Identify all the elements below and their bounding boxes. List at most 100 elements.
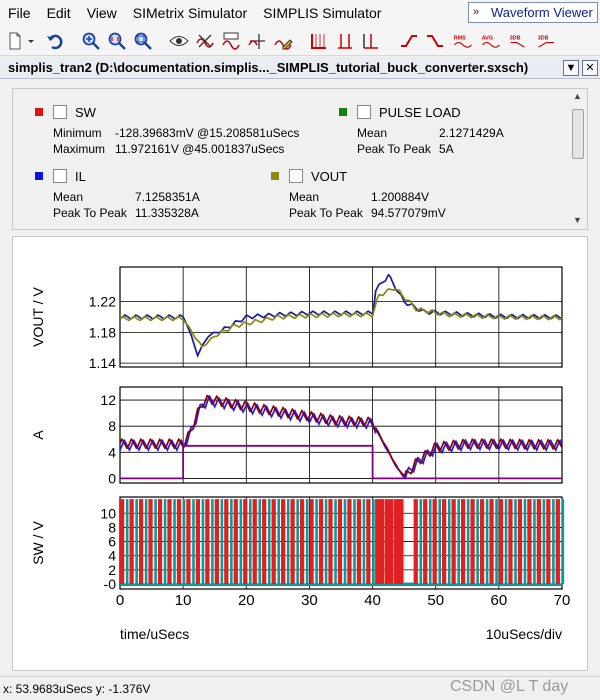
pulse-load-checkbox[interactable] xyxy=(357,105,371,119)
cursor-coordinates: x: 53.9683uSecs y: -1.376V xyxy=(3,682,151,696)
menu-simetrix-simulator[interactable]: SIMetrix Simulator xyxy=(132,5,248,21)
edit-icon[interactable] xyxy=(272,30,294,52)
scroll-thumb[interactable] xyxy=(572,109,584,159)
add-axis-icon[interactable] xyxy=(246,30,268,52)
cursor-icon[interactable] xyxy=(334,30,356,52)
y-tick-label: 8 xyxy=(108,519,116,535)
sw-row-1-key: Minimum xyxy=(53,126,102,140)
zoom-in-icon[interactable] xyxy=(80,30,102,52)
sw-pulse-teal xyxy=(296,499,299,585)
sw-pulse-teal xyxy=(447,499,451,585)
vout-row-1-value: 1.200884V xyxy=(371,190,430,204)
sw-pulse-teal xyxy=(343,499,347,585)
menu-simplis-simulator[interactable]: SIMPLIS Simulator xyxy=(263,5,382,21)
sw-row-2-value: 11.972161V @45.001837uSecs xyxy=(115,142,285,156)
window-menu-button[interactable]: ▼ xyxy=(563,60,579,76)
scroll-down-icon[interactable]: ▼ xyxy=(573,215,582,225)
sw-pulse-red xyxy=(157,499,163,585)
vout-name: VOUT xyxy=(311,169,348,184)
sw-pulse-red xyxy=(271,499,276,585)
sw-pulse-teal xyxy=(182,499,186,585)
sw-pulse-teal xyxy=(533,499,536,585)
rms-icon[interactable]: RMS xyxy=(450,30,476,52)
sw-pulse-red xyxy=(290,499,295,585)
sw-pulse-red xyxy=(470,499,475,585)
sw-pulse-red xyxy=(508,499,513,585)
chevron-double-icon: » xyxy=(473,6,480,18)
y-axis-label-2: A xyxy=(30,430,46,440)
fall-icon[interactable] xyxy=(424,30,446,52)
window-close-button[interactable]: ✕ xyxy=(582,60,598,76)
rise-icon[interactable] xyxy=(398,30,420,52)
sw-pulse-red xyxy=(442,499,447,585)
x-axis-label: time/uSecs xyxy=(120,626,189,642)
x-tick-label: 60 xyxy=(491,592,508,609)
sw-pulse-red xyxy=(214,499,219,585)
plot-frame-2 xyxy=(119,386,563,484)
sw-pulse-teal xyxy=(192,499,195,585)
plot-area[interactable]: 1.14 1.18 1.22 VOUT / V 0 4 8 12 A -0 2 4 6 8 10 SW / V… xyxy=(12,236,588,671)
sw-checkbox[interactable] xyxy=(53,105,67,119)
y-tick-label: 8 xyxy=(108,418,116,434)
sw-pulse-teal xyxy=(305,499,309,585)
sw-pulse-red xyxy=(148,499,153,585)
zoom-fit-icon[interactable] xyxy=(106,30,128,52)
il-name: IL xyxy=(75,169,86,184)
sw-pulse-teal xyxy=(428,499,432,585)
y-tick-label: 1.14 xyxy=(89,355,116,371)
sw-pulse-red xyxy=(299,499,305,585)
menu-edit[interactable]: Edit xyxy=(46,5,71,21)
y-tick-label: -0 xyxy=(104,576,117,592)
series-2-3 xyxy=(120,444,562,480)
sw-pulse-red xyxy=(413,499,418,585)
sw-pulse-teal xyxy=(267,499,271,585)
sw-pulse-red xyxy=(451,499,456,585)
menu-file[interactable]: File xyxy=(8,5,31,21)
scroll-up-icon[interactable]: ▲ xyxy=(573,91,582,101)
series-1-2 xyxy=(120,288,562,348)
x-tick-label: 0 xyxy=(116,592,124,609)
il-color-swatch xyxy=(35,172,43,180)
zoom-box-icon[interactable] xyxy=(132,30,154,52)
sw-pulse-red xyxy=(281,499,286,585)
sw-pulse-teal xyxy=(466,499,470,585)
3db-icon[interactable]: 3DB xyxy=(506,30,532,52)
rename-curve-icon[interactable] xyxy=(220,30,242,52)
menu-bar: File Edit View SIMetrix Simulator SIMPLI… xyxy=(0,0,600,26)
sw-pulse-teal xyxy=(144,499,148,585)
delete-curve-icon[interactable] xyxy=(194,30,216,52)
sw-pulse-teal xyxy=(334,499,337,585)
x-tick-label: 50 xyxy=(427,592,444,609)
sw-pulse-teal xyxy=(286,499,290,585)
sw-pulse-teal xyxy=(476,499,479,585)
y-tick-label: 1.22 xyxy=(89,294,116,310)
sw-pulse-teal xyxy=(173,499,176,585)
new-icon[interactable] xyxy=(4,30,26,52)
add-grid-icon[interactable] xyxy=(308,30,330,52)
pulse-row-1-value: 2.1271429A xyxy=(439,126,504,140)
sw-pulse-teal xyxy=(220,499,224,585)
legend-scrollbar[interactable]: ▲ ▼ xyxy=(569,89,587,229)
3db-2-icon[interactable]: 3DB xyxy=(534,30,560,52)
vout-checkbox[interactable] xyxy=(289,169,303,183)
sw-row-2-key: Maximum xyxy=(53,142,106,156)
sw-pulse-red xyxy=(224,499,229,585)
il-checkbox[interactable] xyxy=(53,169,67,183)
undo-icon[interactable] xyxy=(44,30,66,52)
dropdown-icon[interactable] xyxy=(24,30,38,52)
waveform-viewer-label: Waveform Viewer xyxy=(491,5,593,20)
x-tick-label: 30 xyxy=(301,592,318,609)
watermark: CSDN @L T day xyxy=(450,678,569,695)
cursor-2-icon[interactable] xyxy=(360,30,382,52)
sw-pulse-red xyxy=(233,499,238,585)
avg-icon[interactable]: AVG xyxy=(478,30,504,52)
sw-pulse-red xyxy=(423,499,428,585)
sw-pulse-teal xyxy=(230,499,233,585)
waveform-viewer-dropdown[interactable]: » Waveform Viewer xyxy=(468,2,598,23)
menu-view[interactable]: View xyxy=(86,5,117,21)
sw-pulse-red xyxy=(347,499,352,585)
sw-pulse-red xyxy=(356,499,362,585)
sw-pulse-teal xyxy=(419,499,423,585)
eye-icon[interactable] xyxy=(168,30,190,52)
